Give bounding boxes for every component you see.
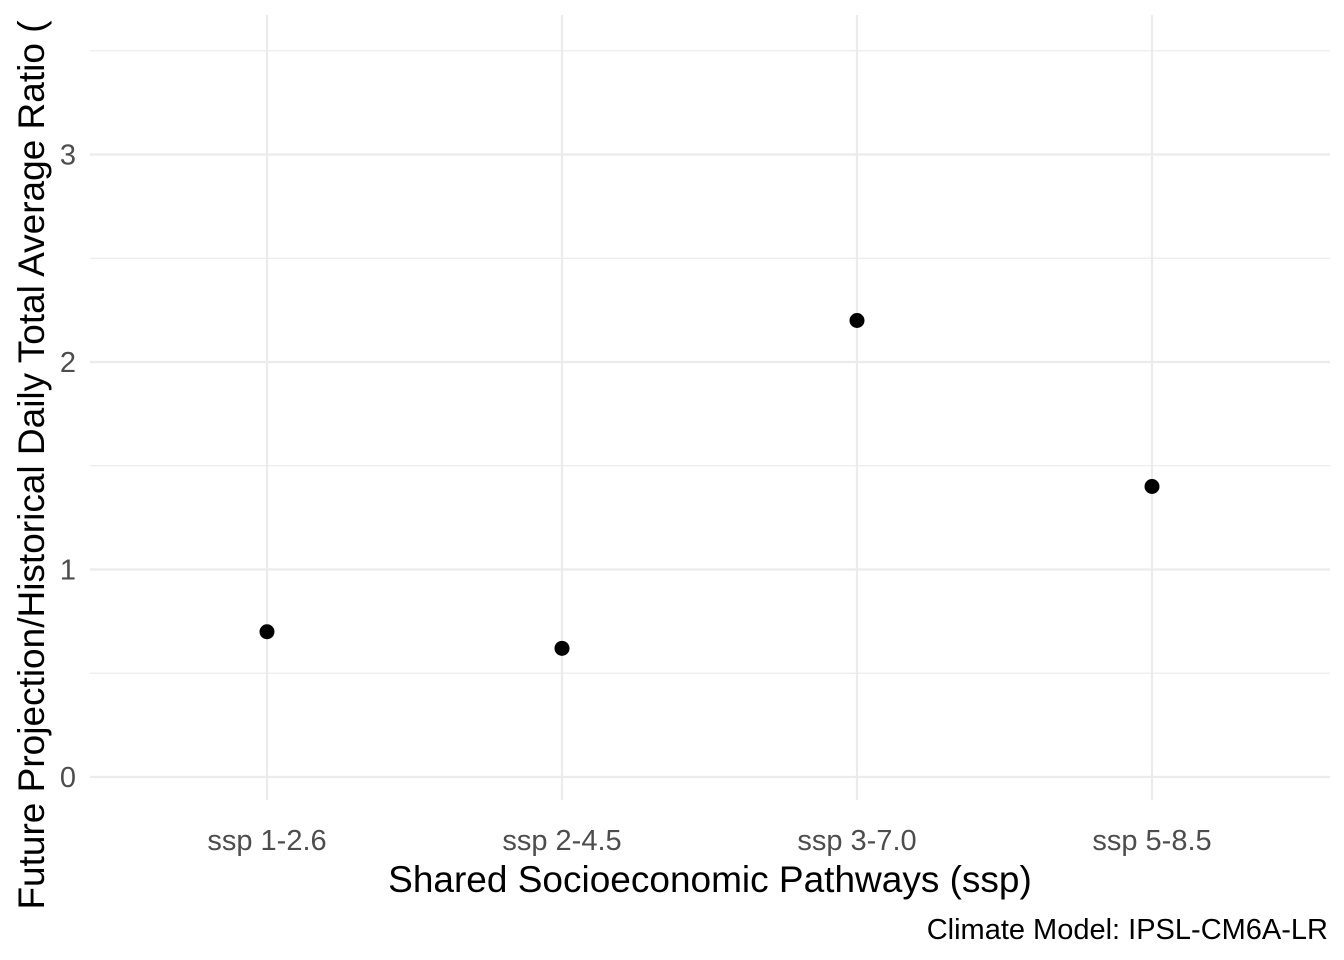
- x-tick-label: ssp 3-7.0: [797, 825, 916, 857]
- x-axis-ticks: ssp 1-2.6 ssp 2-4.5 ssp 3-7.0 ssp 5-8.5: [207, 825, 1211, 857]
- y-tick-label: 1: [60, 555, 76, 587]
- x-tick-label: ssp 5-8.5: [1092, 825, 1211, 857]
- x-tick-label: ssp 2-4.5: [502, 825, 621, 857]
- grid-lines: [90, 15, 1330, 800]
- y-axis-title: Future Projection/Historical Daily Total…: [11, 20, 52, 910]
- x-tick-label: ssp 1-2.6: [207, 825, 326, 857]
- y-tick-label: 2: [60, 347, 76, 379]
- chart-caption: Climate Model: IPSL-CM6A-LR: [927, 914, 1328, 946]
- y-tick-label: 3: [60, 140, 76, 172]
- data-points: [259, 313, 1160, 656]
- data-point: [259, 624, 275, 640]
- data-point: [849, 313, 865, 328]
- data-point: [1144, 479, 1160, 494]
- data-point: [554, 640, 570, 656]
- x-axis-title: Shared Socioeconomic Pathways (ssp): [388, 859, 1032, 900]
- y-axis-ticks: 0 1 2 3: [60, 140, 76, 795]
- y-tick-label: 0: [60, 762, 76, 794]
